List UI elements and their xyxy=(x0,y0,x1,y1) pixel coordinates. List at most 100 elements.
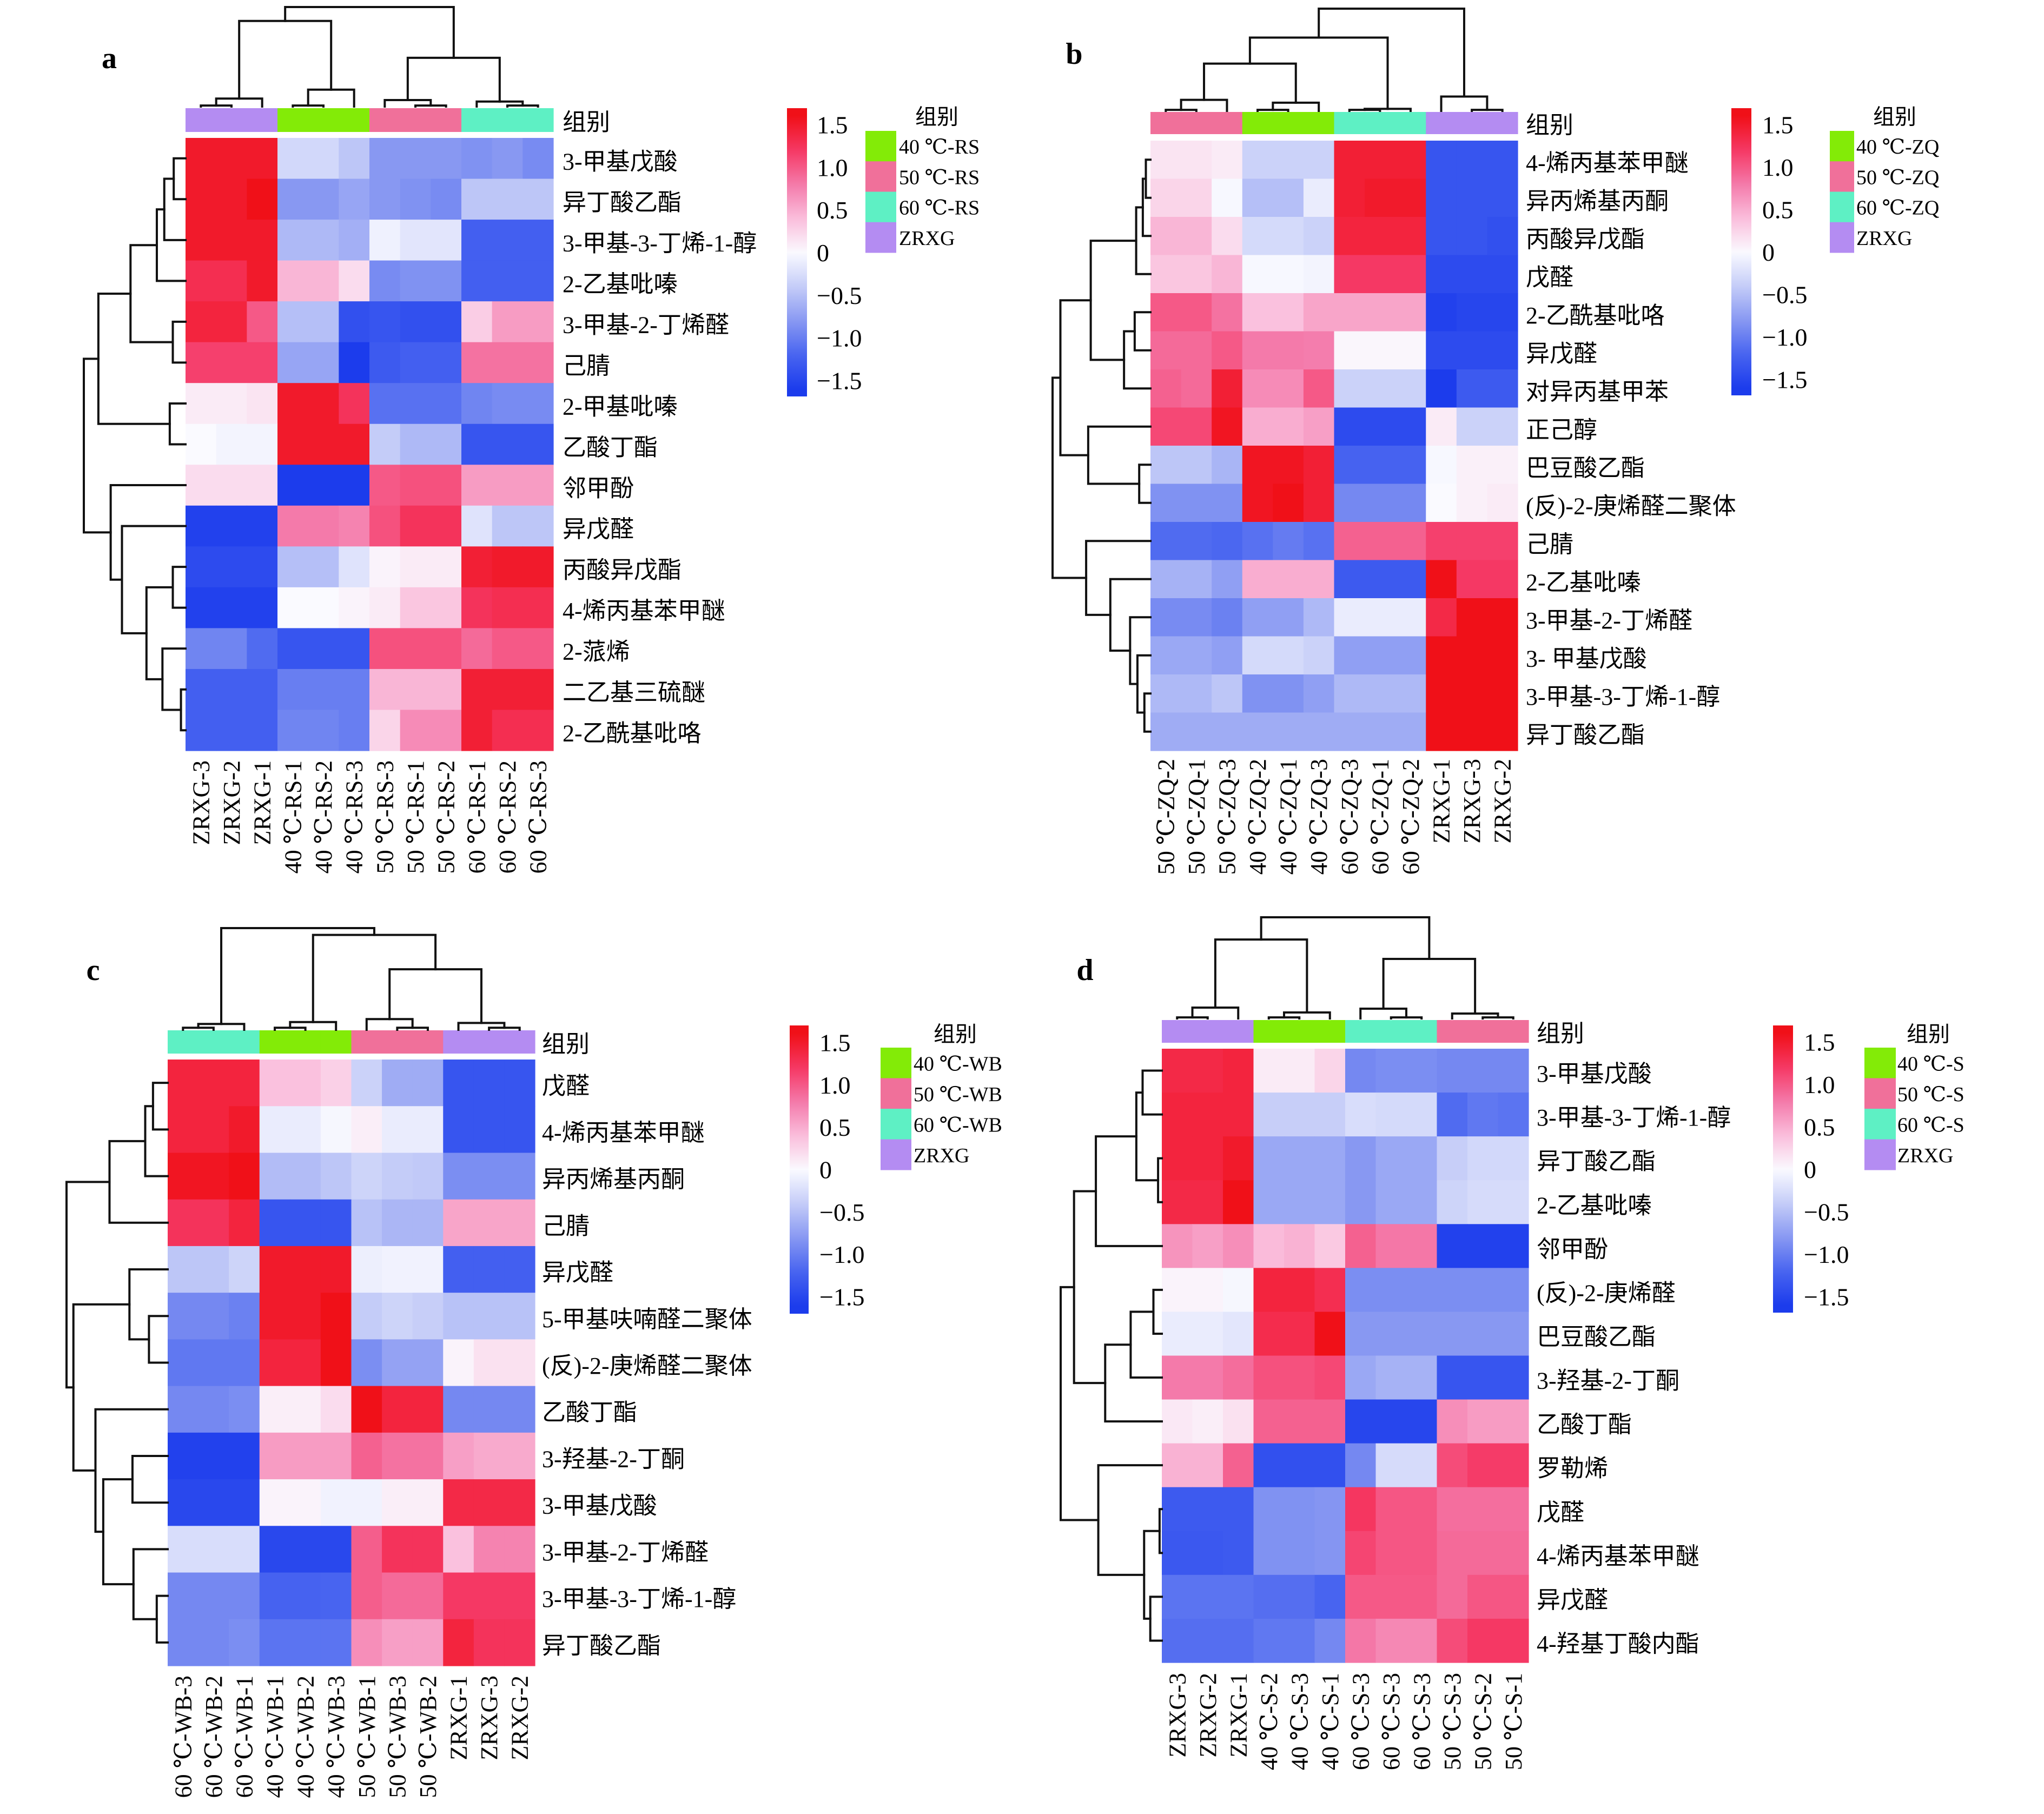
heatmap-cell xyxy=(1426,712,1457,751)
heatmap-cell xyxy=(1487,674,1518,713)
legend-label: 40 ℃-ZQ xyxy=(1856,136,1939,158)
heatmap-cell xyxy=(1314,1531,1346,1575)
column-label: ZRXG-2 xyxy=(219,760,245,845)
heatmap-cell xyxy=(186,668,217,711)
legend-label: 50 ℃-S xyxy=(1897,1083,1964,1106)
heatmap-cell xyxy=(1192,1355,1223,1400)
row-label: 4-烯丙基苯甲醚 xyxy=(542,1120,705,1146)
heatmap-cell xyxy=(431,220,462,261)
heatmap-cell xyxy=(351,1339,382,1387)
group-annotation-label: 组别 xyxy=(1526,112,1573,138)
heatmap-cell xyxy=(473,1153,505,1200)
heatmap-cell xyxy=(382,1572,413,1620)
heatmap-cell xyxy=(369,383,401,425)
heatmap-cell xyxy=(1456,178,1488,217)
legend-label: ZRXG xyxy=(1856,227,1912,250)
heatmap-cell xyxy=(1223,1443,1254,1488)
heatmap-cell xyxy=(1406,1312,1438,1356)
heatmap-cell xyxy=(1345,1399,1377,1444)
column-labels: ZRXG-3 ZRXG-2 ZRXG-1 40 ℃-RS-1 40 ℃-RS-2 40 ℃… xyxy=(188,760,551,873)
group-annotation-cell xyxy=(308,108,339,132)
heatmap-cell xyxy=(168,1619,199,1666)
heatmap-cell xyxy=(1406,1355,1438,1400)
heatmap-cell xyxy=(1375,1180,1407,1224)
group-annotation-cell xyxy=(431,108,462,132)
heatmap-cell xyxy=(1212,407,1243,446)
heatmap-cell xyxy=(1273,636,1304,675)
heatmap-cell xyxy=(186,342,217,383)
heatmap-cell xyxy=(504,1246,535,1293)
heatmap-cell xyxy=(431,260,462,302)
heatmap-cell xyxy=(351,1106,382,1154)
legend-swatch xyxy=(881,1139,911,1170)
heatmap-cell xyxy=(1212,446,1243,485)
heatmap-cell xyxy=(1334,598,1365,637)
group-annotation-cell xyxy=(412,1030,444,1054)
heatmap-cell xyxy=(320,1106,352,1154)
colorbar-tick-label: 0.5 xyxy=(1804,1114,1835,1141)
heatmap-cell xyxy=(1365,712,1396,751)
heatmap-cell xyxy=(1406,1487,1438,1532)
legend-label: 60 ℃-WB xyxy=(914,1114,1002,1136)
row-label: 二乙基三硫醚 xyxy=(563,679,705,706)
legend-swatch xyxy=(881,1109,911,1140)
colorbar-tick-label: −1.5 xyxy=(1762,366,1807,394)
heatmap-cell xyxy=(504,1339,535,1387)
heatmap-cell xyxy=(1314,1180,1346,1224)
heatmap-cell xyxy=(1284,1487,1315,1532)
heatmap-cell xyxy=(351,1246,382,1293)
column-label: ZRXG-1 xyxy=(446,1676,472,1760)
heatmap-cell xyxy=(1162,1049,1193,1093)
heatmap-cell xyxy=(1284,1355,1315,1400)
heatmap-cell xyxy=(461,138,493,180)
heatmap-cell xyxy=(1273,217,1304,256)
heatmap-cell xyxy=(339,546,370,588)
heatmap-cell xyxy=(492,587,523,628)
heatmap-cell xyxy=(400,587,431,628)
heatmap-cell xyxy=(320,1199,352,1247)
column-label: 40 ℃-WB-2 xyxy=(293,1676,319,1798)
panel-label: c xyxy=(87,954,100,987)
colorbar: 1.5 1.0 0.5 0 −0.5 −1.0 −1.5 xyxy=(1731,108,1807,395)
heatmap-cell xyxy=(1365,560,1396,599)
heatmap-cell xyxy=(216,220,247,261)
heatmap-cell xyxy=(186,423,217,465)
heatmap-cell xyxy=(382,1432,413,1480)
heatmap-cell xyxy=(1150,712,1182,751)
heatmap-cell xyxy=(1345,1224,1377,1268)
heatmap-cell xyxy=(522,342,554,383)
heatmap-cell xyxy=(1284,1399,1315,1444)
column-label: ZRXG-1 xyxy=(249,760,276,845)
heatmap-cell xyxy=(522,178,554,220)
heatmap-cell xyxy=(259,1386,290,1433)
heatmap-cell xyxy=(1426,255,1457,294)
heatmap-cell xyxy=(198,1479,229,1526)
heatmap-cell xyxy=(1253,1312,1285,1356)
heatmap-cell xyxy=(198,1293,229,1340)
heatmap-cell xyxy=(198,1060,229,1107)
heatmap-cell xyxy=(1212,178,1243,217)
heatmap-cell xyxy=(400,628,431,670)
legend-swatch xyxy=(865,131,896,162)
heatmap-cell xyxy=(1314,1355,1346,1400)
heatmap-cell xyxy=(1314,1399,1346,1444)
heatmap-cell xyxy=(1406,1093,1438,1137)
heatmap-cell xyxy=(1375,1049,1407,1093)
heatmap-grid xyxy=(1150,141,1518,751)
heatmap-cell xyxy=(320,1479,352,1526)
heatmap-cell xyxy=(1375,1093,1407,1137)
heatmap-cell xyxy=(1192,1531,1223,1575)
heatmap-cell xyxy=(198,1199,229,1247)
heatmap-cell xyxy=(1242,141,1273,180)
heatmap-cell xyxy=(1181,178,1212,217)
heatmap-cell xyxy=(1487,141,1518,180)
row-label: 2-乙基吡嗪 xyxy=(1537,1192,1652,1219)
heatmap-cell xyxy=(1456,141,1488,180)
column-label: ZRXG-1 xyxy=(1428,759,1455,843)
heatmap-cell xyxy=(1334,178,1365,217)
column-label: 40 ℃-S-2 xyxy=(1256,1673,1282,1770)
row-label: 巴豆酸乙酯 xyxy=(1526,455,1645,481)
row-label: 2-乙基吡嗪 xyxy=(1526,569,1641,595)
